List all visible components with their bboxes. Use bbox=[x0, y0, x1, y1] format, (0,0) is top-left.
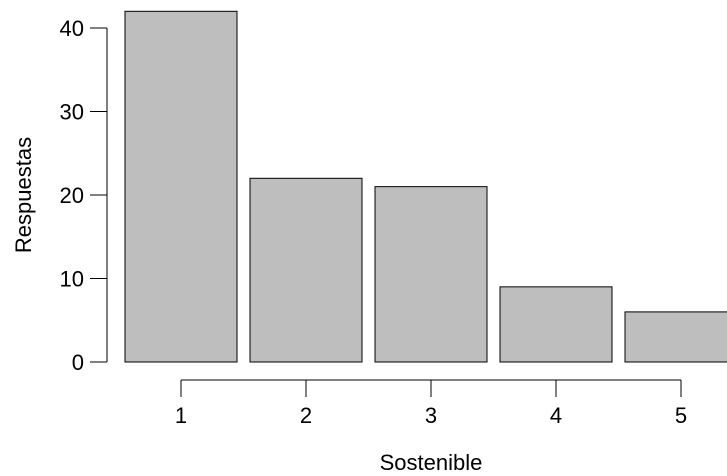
y-tick-label-20: 20 bbox=[60, 183, 84, 208]
x-tick-label-4: 4 bbox=[550, 403, 562, 428]
y-tick-label-0: 0 bbox=[72, 350, 84, 375]
y-tick-label-30: 30 bbox=[60, 100, 84, 125]
x-axis: 1 2 3 4 5 bbox=[175, 379, 687, 428]
x-tick-label-1: 1 bbox=[175, 403, 187, 428]
bar-3 bbox=[374, 186, 488, 363]
x-tick-label-5: 5 bbox=[675, 403, 687, 428]
y-tick-label-10: 10 bbox=[60, 267, 84, 292]
x-tick-label-3: 3 bbox=[425, 403, 437, 428]
bar-2 bbox=[249, 177, 363, 363]
x-axis-title: Sostenible bbox=[380, 450, 483, 475]
x-tick-label-2: 2 bbox=[300, 403, 312, 428]
bar-4 bbox=[499, 286, 613, 363]
y-axis: 0 10 20 30 40 bbox=[60, 16, 108, 375]
bar-1 bbox=[124, 10, 238, 363]
bars-group bbox=[124, 10, 727, 363]
y-tick-label-40: 40 bbox=[60, 16, 84, 41]
y-axis-title: Respuestas bbox=[11, 137, 36, 253]
bar-5 bbox=[624, 311, 727, 363]
